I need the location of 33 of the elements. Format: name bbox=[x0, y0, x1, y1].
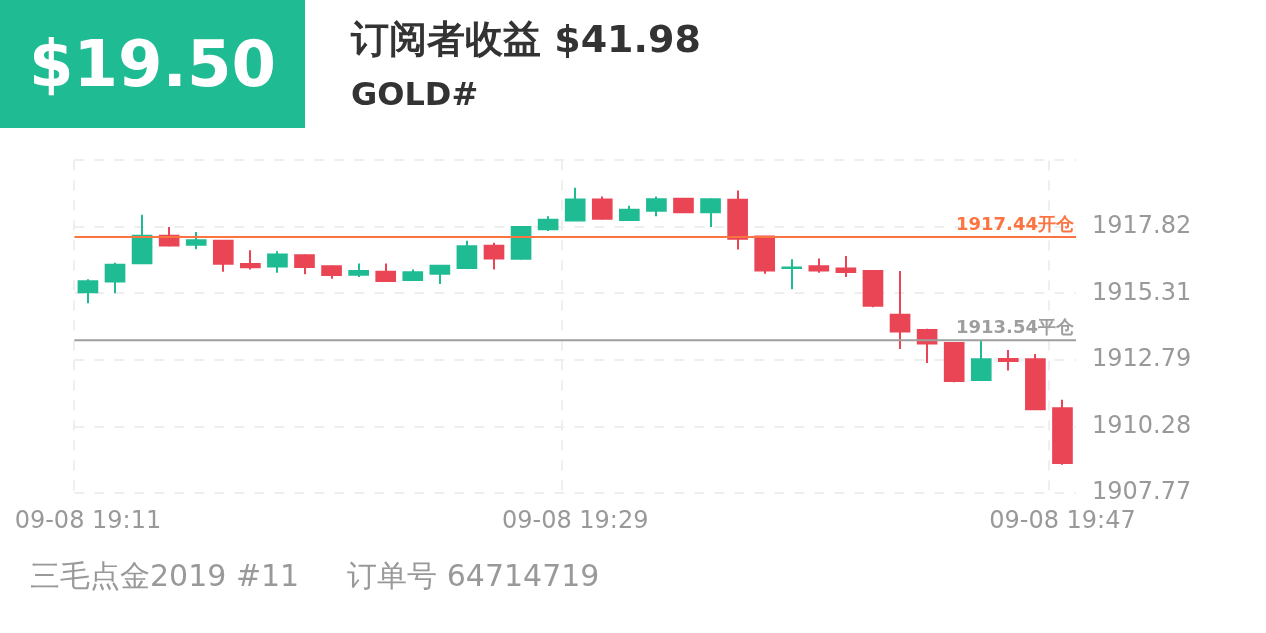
text: 订单号 64714719 bbox=[347, 557, 600, 595]
candlestick bbox=[700, 197, 721, 228]
ref-line-label: 1913.54平仓 bbox=[956, 315, 1075, 337]
y-tick-label: 1915.31 bbox=[1092, 277, 1192, 306]
y-tick-label: 1910.28 bbox=[1092, 410, 1192, 439]
candlestick bbox=[591, 195, 613, 221]
x-tick-label: 09-08 19:11 bbox=[14, 505, 162, 534]
candlestick bbox=[998, 349, 1019, 372]
candlestick bbox=[267, 250, 288, 274]
candlestick bbox=[889, 269, 911, 351]
candlestick bbox=[835, 255, 857, 278]
ref-line-label: 1917.44开仓 bbox=[956, 212, 1075, 234]
chart-subtitle: GOLD# bbox=[351, 75, 480, 113]
y-tick-label: 1917.82 bbox=[1092, 211, 1192, 240]
candlestick bbox=[240, 249, 261, 271]
candlestick bbox=[375, 262, 397, 283]
y-tick-label: 1907.77 bbox=[1092, 477, 1192, 506]
text: 三毛点金2019 #11 bbox=[30, 557, 300, 595]
candlestick bbox=[294, 253, 315, 276]
candlestick bbox=[646, 195, 667, 218]
x-tick-label: 09-08 19:29 bbox=[501, 505, 649, 534]
candlestick bbox=[104, 261, 126, 295]
y-tick-label: 1912.79 bbox=[1092, 344, 1192, 373]
candlestick bbox=[564, 186, 586, 223]
text: $19.50 bbox=[0, 0, 305, 128]
candlestick bbox=[781, 258, 803, 291]
x-tick-label: 09-08 19:47 bbox=[989, 505, 1136, 534]
candlestick bbox=[970, 340, 992, 382]
candlestick bbox=[77, 278, 99, 305]
chart-title: 订阅者收益 $41.98 bbox=[351, 16, 701, 63]
candlestick bbox=[483, 241, 505, 271]
candlestick bbox=[456, 239, 478, 270]
candlestick bbox=[429, 264, 451, 285]
